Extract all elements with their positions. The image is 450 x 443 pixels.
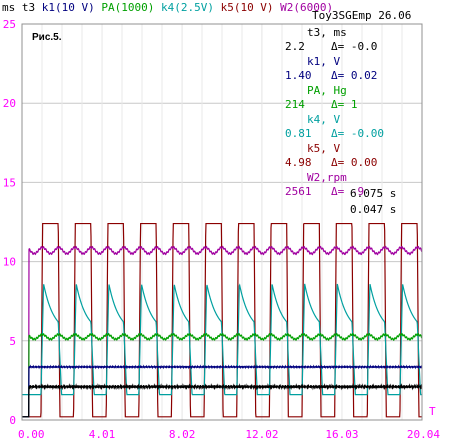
readout-value: 4.98 xyxy=(285,156,312,169)
subtitle: Toy3SGEmp 26.06 xyxy=(312,9,411,22)
y-tick-label: 20 xyxy=(3,97,16,110)
header-channel-0: ms xyxy=(2,1,15,14)
readout-value: 0.81 xyxy=(285,127,312,140)
readout-value: 1.40 xyxy=(285,69,312,82)
readout-delta: Δ= 0.02 xyxy=(331,69,377,82)
readout-value: 2.2 xyxy=(285,40,305,53)
x-tick-label: 20.04 xyxy=(407,428,440,441)
y-tick-label: 25 xyxy=(3,18,16,31)
y-tick-label: 10 xyxy=(3,256,16,269)
channel-header: ms t3 k1(10 V) PA(1000) k4(2.5V) k5(10 V… xyxy=(2,1,333,14)
series-line-0 xyxy=(22,222,422,418)
readout-label: W2,rpm xyxy=(307,171,347,184)
figure-label: Рис.5. xyxy=(32,32,62,43)
header-channel-1: t3 xyxy=(15,1,35,14)
x-tick-label: 8.02 xyxy=(169,428,196,441)
readout-panel: t3, ms2.2 Δ= -0.0 k1, V1.40 Δ= 0.02 PA, Hg21… xyxy=(285,26,396,216)
readout-time-2: 0.047 s xyxy=(350,203,396,216)
readout-delta: Δ= -0.00 xyxy=(331,127,384,140)
series-line-3 xyxy=(22,332,423,418)
readout-value: 214 xyxy=(285,98,305,111)
x-tick-label: 12.02 xyxy=(245,428,278,441)
series-line-4 xyxy=(22,364,423,418)
readout-label: k5, V xyxy=(307,142,340,155)
y-tick-label: 5 xyxy=(9,335,16,348)
y-tick-label: 0 xyxy=(9,414,16,427)
readout-delta: Δ= 1 xyxy=(331,98,358,111)
readout-delta: Δ= 0.00 xyxy=(331,156,377,169)
readout-delta: Δ= -0.0 xyxy=(331,40,377,53)
readout-value: 2561 xyxy=(285,185,312,198)
x-tick-label: 4.01 xyxy=(89,428,116,441)
plot-frame xyxy=(21,23,423,421)
axes: 0 5 10 15 20 25 0.00 4.01 8.02 12.02 16.03 20.04 xyxy=(3,18,441,441)
header-channel-6: W2(6000) xyxy=(274,1,334,14)
header-channel-4: k4(2.5V) xyxy=(154,1,214,14)
y-tick-label: 15 xyxy=(3,176,16,189)
header-channel-2: k1(10 V) xyxy=(35,1,95,14)
readout-time-1: 6.075 s xyxy=(350,187,396,200)
readout-label: t3, ms xyxy=(307,26,347,39)
header-channel-5: k5(10 V) xyxy=(214,1,274,14)
plot-area xyxy=(22,222,423,418)
x-tick-label: 16.03 xyxy=(325,428,358,441)
axis-end-label: T xyxy=(429,405,436,418)
readout-delta: Δ= -9 xyxy=(331,185,364,198)
series-line-2 xyxy=(22,245,423,418)
series-line-5 xyxy=(22,383,423,418)
readout-label: k4, V xyxy=(307,113,340,126)
header-channel-3: PA(1000) xyxy=(95,1,155,14)
x-tick-label: 0.00 xyxy=(18,428,45,441)
readout-label: PA, Hg xyxy=(307,84,347,97)
readout-label: k1, V xyxy=(307,55,340,68)
